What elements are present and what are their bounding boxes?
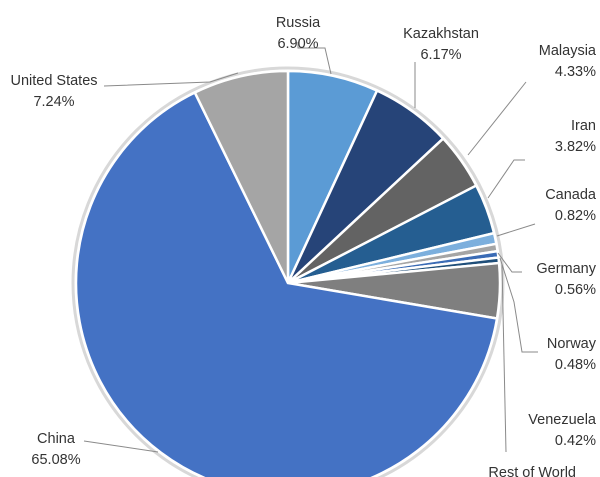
pie-slice-china xyxy=(74,90,499,477)
slice-value-malaysia: 4.33% xyxy=(555,64,596,80)
leader-line-malaysia xyxy=(467,81,527,156)
slice-label-iran: Iran xyxy=(571,118,596,134)
pie-outline xyxy=(71,66,505,477)
slice-value-iran: 3.82% xyxy=(555,139,596,155)
slice-value-norway: 0.48% xyxy=(555,357,596,373)
pie-slice-united-states xyxy=(193,69,290,284)
slice-label-norway: Norway xyxy=(547,336,597,352)
slice-label-russia: Russia xyxy=(276,15,321,31)
leader-lines xyxy=(83,42,538,453)
slice-value-russia: 6.90% xyxy=(277,36,318,52)
slice-label-united-states: United States xyxy=(10,73,97,89)
slice-labels: Russia 6.90% Kazakhstan 6.17% Malaysia 4.33% I… xyxy=(10,15,596,477)
leader-line-venezuela xyxy=(501,263,507,453)
slice-label-rest-of-world: Rest of World xyxy=(488,465,576,477)
leader-line-canada xyxy=(496,223,536,237)
leader-line-united-states xyxy=(103,72,239,87)
slice-label-canada: Canada xyxy=(545,187,597,203)
slice-value-united-states: 7.24% xyxy=(33,94,74,110)
leader-line-iran xyxy=(487,159,525,199)
slice-value-canada: 0.82% xyxy=(555,208,596,224)
leader-line-china xyxy=(83,440,159,453)
leader-line-russia xyxy=(297,42,332,75)
slice-label-china: China xyxy=(37,431,76,447)
slice-value-germany: 0.56% xyxy=(555,282,596,298)
slice-label-germany: Germany xyxy=(536,261,596,277)
slice-value-venezuela: 0.42% xyxy=(555,433,596,449)
slice-value-china: 65.08% xyxy=(31,452,80,468)
slice-label-malaysia: Malaysia xyxy=(539,43,597,59)
pie-slices xyxy=(74,69,502,477)
leader-line-norway xyxy=(499,257,538,353)
slice-label-venezuela: Venezuela xyxy=(528,412,597,428)
slice-label-kazakhstan: Kazakhstan xyxy=(403,26,479,42)
slice-value-kazakhstan: 6.17% xyxy=(420,47,461,63)
leader-line-germany xyxy=(497,252,522,273)
